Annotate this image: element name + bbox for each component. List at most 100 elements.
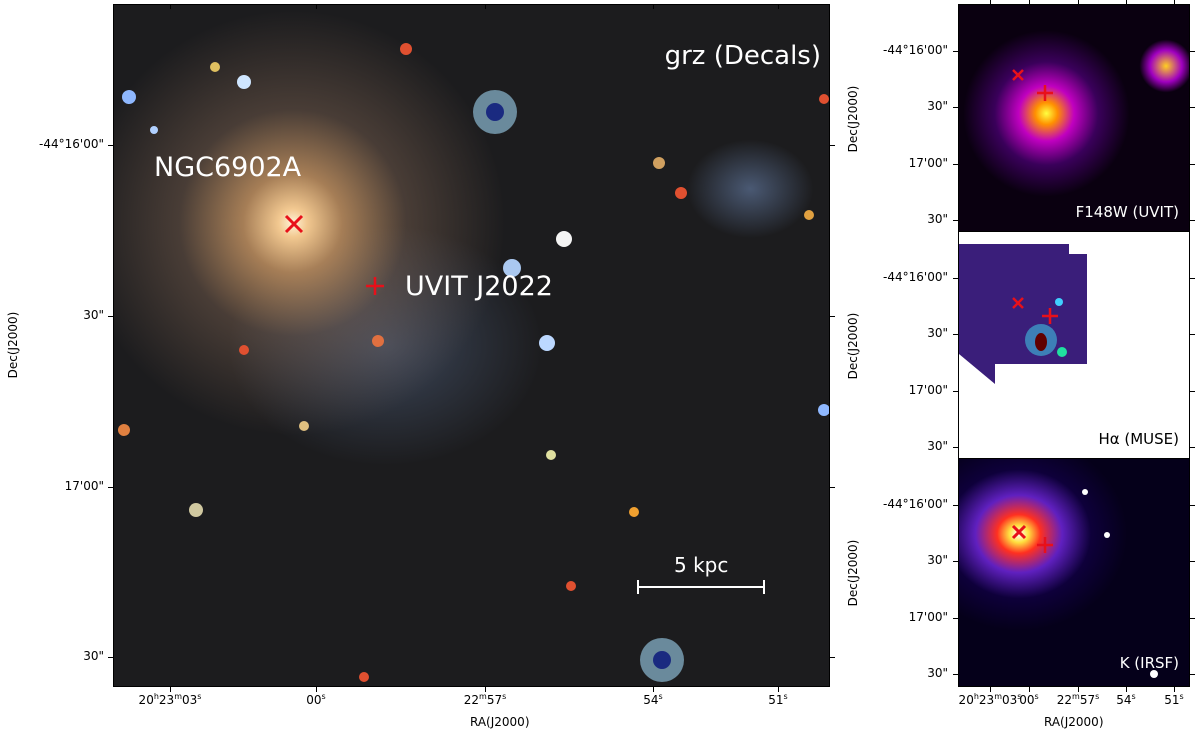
tick-mark <box>953 278 958 279</box>
y-tick-label: 17'00" <box>908 156 948 170</box>
y-tick-label: 30" <box>927 553 948 567</box>
tick-mark <box>778 687 779 692</box>
tick-mark <box>1190 447 1195 448</box>
x-tick-label: 51s <box>768 692 787 707</box>
tick-mark <box>830 487 835 488</box>
tick-text: m <box>1072 692 1080 701</box>
tick-text: s <box>1034 692 1039 701</box>
tick-text: h <box>153 692 159 701</box>
tick-text: s <box>1095 692 1100 701</box>
annotation: NGC6902A <box>154 152 302 183</box>
y-tick-label: 30" <box>927 439 948 453</box>
image-decoration <box>1012 69 1053 101</box>
tick-text: s <box>321 692 326 701</box>
tick-text: m <box>479 692 487 701</box>
tick-text: 20 <box>138 693 154 707</box>
y-tick-label: 30" <box>83 649 104 663</box>
tick-text: h <box>973 692 979 701</box>
tick-mark <box>653 4 654 9</box>
tick-text: 57 <box>486 693 503 707</box>
tick-mark <box>1190 220 1195 221</box>
tick-mark <box>1126 687 1127 692</box>
x-tick-label: 20h23m03s <box>139 692 202 707</box>
tick-text: 51 <box>768 693 784 707</box>
main-panel: grz (Decals) NGC6902A UVIT J2022 5 kpc <box>113 4 830 687</box>
tick-mark <box>485 4 486 9</box>
tick-mark <box>1190 391 1195 392</box>
tick-mark <box>953 51 958 52</box>
y-tick-label: 17'00" <box>908 610 948 624</box>
y-tick-label: 30" <box>83 308 104 322</box>
panel-label: F148W (UVIT) <box>1075 203 1179 221</box>
x-tick-label: 51s <box>1164 692 1183 707</box>
tick-mark <box>316 687 317 692</box>
y-axis-label: Dec(J2000) <box>846 539 860 607</box>
tick-mark <box>108 145 113 146</box>
tick-mark <box>953 447 958 448</box>
tick-text: s <box>1131 692 1136 701</box>
x-tick-label: 00s <box>1019 692 1038 707</box>
tick-mark <box>1190 618 1195 619</box>
y-tick-label: -44°16'00" <box>883 497 948 511</box>
y-tick-label: 30" <box>927 326 948 340</box>
x-axis-label: RA(J2000) <box>1044 715 1104 729</box>
tick-text: 23 <box>978 693 995 707</box>
image-decoration <box>959 244 1087 384</box>
tick-mark <box>316 4 317 9</box>
tick-text: 00 <box>306 693 322 707</box>
x-tick-label: 22m57s <box>1057 692 1100 707</box>
tick-text: s <box>197 692 202 701</box>
y-tick-label: 17'00" <box>908 383 948 397</box>
panel-label: grz (Decals) <box>664 41 821 71</box>
tick-text: 03 <box>181 693 198 707</box>
scale-bar-label: 5 kpc <box>674 553 729 577</box>
tick-text: m <box>994 692 1002 701</box>
tick-mark <box>990 687 991 692</box>
x-tick-label: 22m57s <box>464 692 507 707</box>
tick-mark <box>830 316 835 317</box>
tick-mark <box>1174 687 1175 692</box>
tick-text: s <box>783 692 788 701</box>
tick-mark <box>1190 164 1195 165</box>
tick-text: s <box>1179 692 1184 701</box>
tick-text: 23 <box>158 693 175 707</box>
x-tick-label: 54s <box>1116 692 1135 707</box>
y-tick-label: -44°16'00" <box>883 270 948 284</box>
side-panel: F148W (UVIT) <box>958 4 1190 232</box>
tick-mark <box>953 164 958 165</box>
y-tick-label: 30" <box>927 99 948 113</box>
annotation: UVIT J2022 <box>405 271 553 302</box>
image-decoration <box>1011 489 1158 678</box>
x-tick-label: 00s <box>306 692 325 707</box>
y-tick-label: 30" <box>927 212 948 226</box>
y-axis-label: Dec(J2000) <box>846 312 860 380</box>
tick-mark <box>990 0 991 5</box>
tick-mark <box>1190 674 1195 675</box>
y-tick-label: -44°16'00" <box>39 137 104 151</box>
x-tick-label: 20h23m03s <box>959 692 1022 707</box>
tick-mark <box>953 618 958 619</box>
tick-mark <box>953 334 958 335</box>
tick-mark <box>1078 687 1079 692</box>
tick-mark <box>953 391 958 392</box>
tick-text: s <box>1017 692 1022 701</box>
tick-mark <box>1190 278 1195 279</box>
tick-text: 51 <box>1164 693 1180 707</box>
tick-mark <box>1190 505 1195 506</box>
panel-label: K (IRSF) <box>1119 654 1179 672</box>
tick-text: 03 <box>1001 693 1018 707</box>
tick-mark <box>170 4 171 9</box>
tick-text: 54 <box>1116 693 1132 707</box>
image-decoration <box>118 43 829 682</box>
tick-mark <box>1190 334 1195 335</box>
tick-mark <box>170 687 171 692</box>
tick-text: 22 <box>463 693 480 707</box>
tick-text: s <box>502 692 507 701</box>
panel-label: Hα (MUSE) <box>1098 430 1179 448</box>
tick-mark <box>108 657 113 658</box>
tick-text: s <box>658 692 663 701</box>
x-axis-label: RA(J2000) <box>470 715 530 729</box>
tick-mark <box>953 107 958 108</box>
tick-mark <box>1029 687 1030 692</box>
